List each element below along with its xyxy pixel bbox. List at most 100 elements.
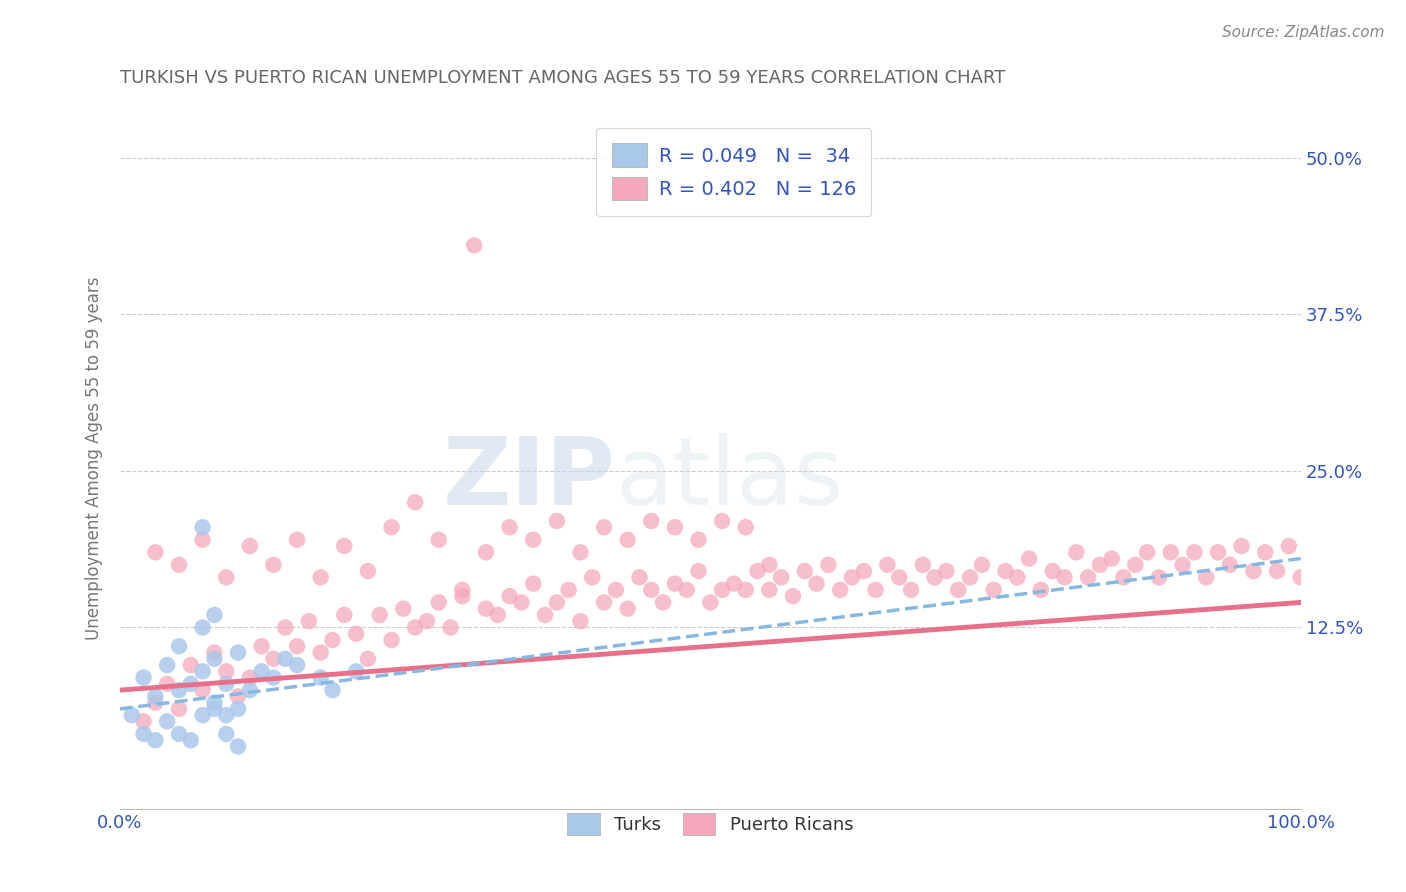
Point — [298, 614, 321, 628]
Point — [498, 520, 520, 534]
Point — [239, 683, 262, 698]
Point — [865, 582, 887, 597]
Point — [1206, 545, 1229, 559]
Point — [900, 582, 922, 597]
Point — [204, 696, 226, 710]
Point — [215, 677, 238, 691]
Point — [699, 595, 721, 609]
Point — [333, 607, 356, 622]
Point — [309, 646, 332, 660]
Point — [226, 739, 249, 754]
Point — [475, 601, 498, 615]
Point — [747, 564, 769, 578]
Point — [191, 520, 214, 534]
Point — [793, 564, 815, 578]
Point — [911, 558, 934, 572]
Point — [1088, 558, 1111, 572]
Point — [226, 702, 249, 716]
Point — [959, 570, 981, 584]
Point — [983, 582, 1005, 597]
Point — [392, 601, 415, 615]
Point — [546, 514, 568, 528]
Point — [121, 708, 143, 723]
Point — [546, 595, 568, 609]
Point — [262, 652, 284, 666]
Point — [285, 658, 308, 673]
Point — [250, 640, 273, 654]
Point — [357, 564, 380, 578]
Point — [1160, 545, 1182, 559]
Point — [204, 652, 226, 666]
Point — [357, 652, 380, 666]
Point — [145, 733, 167, 747]
Point — [145, 690, 167, 704]
Point — [333, 539, 356, 553]
Point — [1230, 539, 1253, 553]
Point — [132, 727, 155, 741]
Point — [569, 545, 592, 559]
Point — [262, 671, 284, 685]
Point — [605, 582, 627, 597]
Point — [616, 601, 638, 615]
Point — [1182, 545, 1205, 559]
Legend: Turks, Puerto Ricans: Turks, Puerto Ricans — [560, 805, 860, 842]
Point — [1053, 570, 1076, 584]
Point — [970, 558, 993, 572]
Point — [156, 677, 179, 691]
Point — [191, 620, 214, 634]
Point — [191, 533, 214, 547]
Point — [191, 665, 214, 679]
Point — [1018, 551, 1040, 566]
Point — [215, 570, 238, 584]
Point — [664, 576, 686, 591]
Point — [451, 582, 474, 597]
Point — [404, 620, 426, 634]
Point — [239, 671, 262, 685]
Point — [852, 564, 875, 578]
Point — [132, 671, 155, 685]
Point — [463, 238, 485, 252]
Point — [344, 665, 367, 679]
Point — [1042, 564, 1064, 578]
Point — [309, 671, 332, 685]
Point — [132, 714, 155, 729]
Point — [156, 714, 179, 729]
Point — [1077, 570, 1099, 584]
Text: TURKISH VS PUERTO RICAN UNEMPLOYMENT AMONG AGES 55 TO 59 YEARS CORRELATION CHART: TURKISH VS PUERTO RICAN UNEMPLOYMENT AMO… — [120, 69, 1005, 87]
Point — [427, 595, 450, 609]
Point — [215, 708, 238, 723]
Point — [830, 582, 852, 597]
Point — [782, 589, 804, 603]
Point — [167, 727, 190, 741]
Text: ZIP: ZIP — [443, 434, 616, 525]
Point — [167, 640, 190, 654]
Point — [935, 564, 957, 578]
Point — [262, 558, 284, 572]
Point — [145, 545, 167, 559]
Point — [817, 558, 839, 572]
Point — [758, 558, 780, 572]
Point — [581, 570, 603, 584]
Point — [1195, 570, 1218, 584]
Point — [534, 607, 557, 622]
Point — [994, 564, 1017, 578]
Point — [439, 620, 461, 634]
Point — [593, 520, 616, 534]
Point — [191, 708, 214, 723]
Point — [226, 646, 249, 660]
Point — [380, 632, 402, 647]
Point — [1289, 570, 1312, 584]
Point — [640, 514, 662, 528]
Point — [711, 514, 734, 528]
Point — [380, 520, 402, 534]
Point — [145, 696, 167, 710]
Point — [215, 727, 238, 741]
Point — [889, 570, 911, 584]
Point — [569, 614, 592, 628]
Point — [204, 702, 226, 716]
Point — [1136, 545, 1159, 559]
Point — [557, 582, 579, 597]
Point — [404, 495, 426, 509]
Point — [688, 564, 710, 578]
Point — [274, 652, 297, 666]
